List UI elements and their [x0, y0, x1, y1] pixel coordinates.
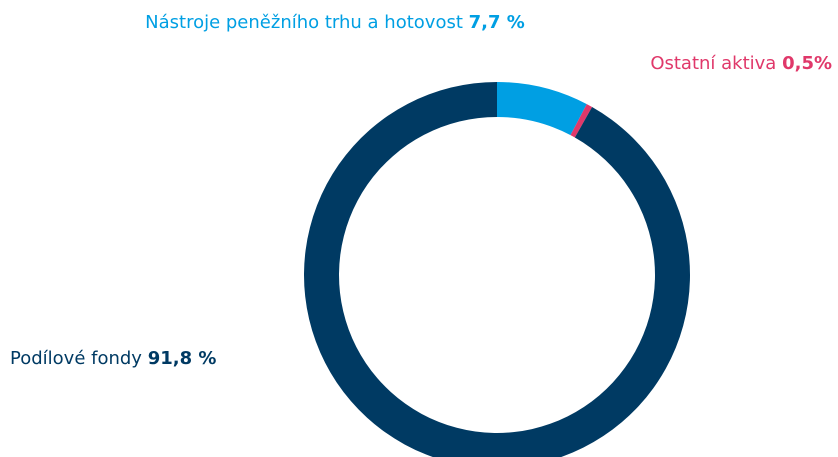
value-label: 91,8 % — [148, 348, 217, 369]
slice-label: Nástroje peněžního trhu a hotovost 7,7 % — [145, 12, 525, 33]
donut — [304, 82, 690, 457]
value-label: 0,5% — [782, 53, 832, 74]
donut-slice — [570, 104, 593, 138]
donut-slice — [304, 82, 690, 457]
value-label: 7,7 % — [469, 12, 525, 33]
category-label: Nástroje peněžního trhu a hotovost — [145, 12, 463, 33]
slice-label: Podílové fondy 91,8 % — [10, 348, 216, 369]
donut-slice — [497, 82, 587, 136]
slice-label: Ostatní aktiva 0,5% — [650, 53, 832, 74]
category-label: Podílové fondy — [10, 348, 142, 369]
category-label: Ostatní aktiva — [650, 53, 776, 74]
